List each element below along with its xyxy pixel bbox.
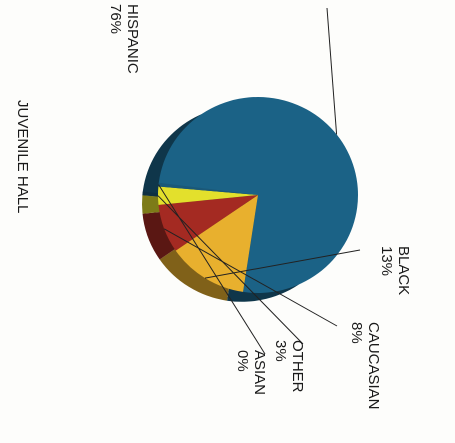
leader-line-black: [204, 249, 361, 279]
pie-top-layer: [158, 97, 358, 293]
slice-value-hispanic: 76%: [107, 4, 124, 34]
slice-label-asian: ASIAN: [251, 350, 268, 395]
slice-value-other: 3%: [272, 340, 289, 362]
pie-slice-caucasian: [158, 195, 258, 251]
slice-value-caucasian: 8%: [348, 322, 365, 344]
leader-line-caucasian: [163, 228, 338, 327]
pie-slice-other: [158, 186, 258, 205]
pie-slice-hispanic: [158, 97, 358, 293]
slice-label-black: BLACK: [395, 246, 412, 295]
chart-title: JUVENILE HALL: [14, 100, 31, 213]
slice-label-hispanic: HISPANIC: [124, 4, 141, 74]
slice-value-black: 13%: [378, 246, 395, 276]
slice-value-asian: 0%: [234, 350, 251, 372]
slice-label-caucasian: CAUCASIAN: [365, 322, 382, 410]
slice-label-other: OTHER: [289, 340, 306, 393]
leader-line-hispanic: [326, 7, 338, 135]
leader-line-asian: [158, 184, 266, 355]
pie-slice-black: [175, 195, 258, 292]
leader-line-other: [157, 195, 304, 345]
pie-slice-asian: [158, 182, 258, 195]
